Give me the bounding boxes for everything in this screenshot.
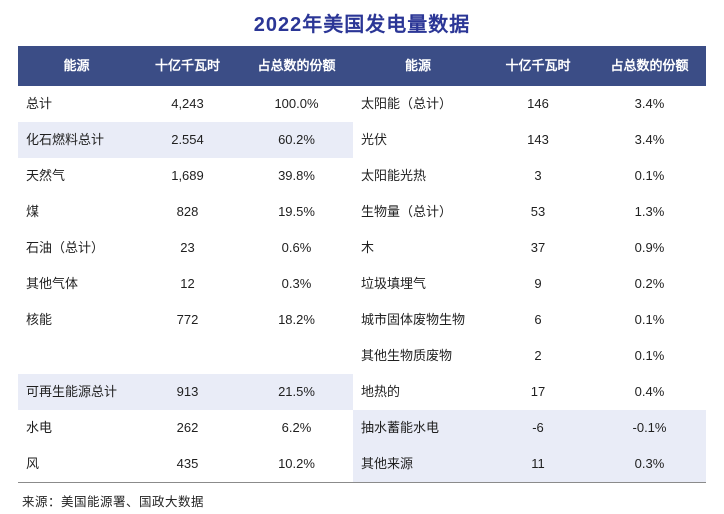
right-billion-kwh-cell: -6 xyxy=(483,410,593,446)
right-billion-kwh-cell: 37 xyxy=(530,240,546,255)
right-share-cell: 0.3% xyxy=(593,446,706,482)
left-share-cell: 60.2% xyxy=(240,122,353,158)
left-billion-kwh-cell: 4,243 xyxy=(171,96,204,111)
column-header-billion-kwh-right: 十亿千瓦时 xyxy=(505,58,571,73)
left-energy-name-cell: 天然气 xyxy=(26,168,66,183)
column-header-share-left: 占总数的份额 xyxy=(257,58,336,73)
left-share-cell: 10.2% xyxy=(278,456,315,471)
left-billion-kwh-cell xyxy=(135,338,240,374)
right-energy-name-cell: 光伏 xyxy=(361,132,388,147)
left-energy-name-cell: 其他气体 xyxy=(26,276,79,291)
right-share-cell: 0.1% xyxy=(634,312,665,327)
right-billion-kwh-cell: 9 xyxy=(534,276,542,291)
right-billion-kwh-cell: 2 xyxy=(534,348,542,363)
right-energy-name-cell: 垃圾填埋气 xyxy=(361,276,427,291)
right-share-cell: 0.9% xyxy=(634,240,665,255)
right-billion-kwh-cell: 53 xyxy=(530,204,546,219)
right-share-cell: 3.4% xyxy=(634,96,665,111)
left-energy-name-cell: 化石燃料总计 xyxy=(18,122,135,158)
generation-data-table: 能源 十亿千瓦时 占总数的份额 能源 十亿千瓦时 占总数的份额 总计 4,243 1… xyxy=(18,46,706,483)
column-header-share-right: 占总数的份额 xyxy=(610,58,689,73)
left-share-cell: 21.5% xyxy=(240,374,353,410)
table-header-row: 能源 十亿千瓦时 占总数的份额 能源 十亿千瓦时 占总数的份额 xyxy=(18,46,706,86)
left-billion-kwh-cell: 828 xyxy=(176,204,199,219)
page-title: 2022年美国发电量数据 xyxy=(253,14,471,36)
right-energy-name-cell: 抽水蓄能水电 xyxy=(353,410,483,446)
right-billion-kwh-cell: 146 xyxy=(527,96,549,111)
right-energy-name-cell: 太阳能光热 xyxy=(361,168,427,183)
left-billion-kwh-cell: 262 xyxy=(176,420,199,435)
right-share-cell: 0.1% xyxy=(634,348,665,363)
right-share-cell: 0.2% xyxy=(634,276,665,291)
left-share-cell: 19.5% xyxy=(278,204,315,219)
left-energy-name-cell xyxy=(18,338,135,374)
left-share-cell: 18.2% xyxy=(278,312,315,327)
left-share-cell xyxy=(240,338,353,374)
table-row: 煤 828 19.5% 生物量（总计） 53 1.3% xyxy=(18,194,706,230)
right-energy-name-cell: 城市固体废物生物 xyxy=(361,312,466,327)
table-row: 化石燃料总计 2.554 60.2% 光伏 143 3.4% xyxy=(18,122,706,158)
table-body: 总计 4,243 100.0% 太阳能（总计） 146 3.4% 化石燃料总计 2.554 60… xyxy=(18,86,706,482)
left-share-cell: 6.2% xyxy=(281,420,312,435)
table-row: 水电 262 6.2% 抽水蓄能水电 -6 -0.1% xyxy=(18,410,706,446)
column-header-energy-right: 能源 xyxy=(404,58,431,73)
right-billion-kwh-cell: 6 xyxy=(534,312,542,327)
right-energy-name-cell: 木 xyxy=(361,240,375,255)
right-energy-name-cell: 其他生物质废物 xyxy=(361,348,453,363)
right-share-cell: 0.4% xyxy=(634,384,665,399)
source-note: 来源：美国能源署、国政大数据 xyxy=(22,495,205,509)
right-energy-name-cell: 其他来源 xyxy=(353,446,483,482)
column-header-energy-left: 能源 xyxy=(63,58,90,73)
right-share-cell: 3.4% xyxy=(634,132,665,147)
right-energy-name-cell: 太阳能（总计） xyxy=(361,96,453,111)
left-billion-kwh-cell: 2.554 xyxy=(135,122,240,158)
left-billion-kwh-cell: 1,689 xyxy=(171,168,204,183)
left-energy-name-cell: 煤 xyxy=(26,204,40,219)
right-energy-name-cell: 地热的 xyxy=(361,384,401,399)
right-share-cell: 0.1% xyxy=(634,168,665,183)
table-row: 石油（总计） 23 0.6% 木 37 0.9% xyxy=(18,230,706,266)
left-energy-name-cell: 风 xyxy=(26,456,40,471)
table-row: 可再生能源总计 913 21.5% 地热的 17 0.4% xyxy=(18,374,706,410)
left-billion-kwh-cell: 913 xyxy=(135,374,240,410)
left-share-cell: 0.3% xyxy=(281,276,312,291)
left-billion-kwh-cell: 23 xyxy=(180,240,195,255)
left-energy-name-cell: 水电 xyxy=(26,420,53,435)
right-share-cell: -0.1% xyxy=(593,410,706,446)
right-billion-kwh-cell: 11 xyxy=(483,446,593,482)
table-row: 总计 4,243 100.0% 太阳能（总计） 146 3.4% xyxy=(18,86,706,122)
table-row: 天然气 1,689 39.8% 太阳能光热 3 0.1% xyxy=(18,158,706,194)
left-energy-name-cell: 核能 xyxy=(26,312,53,327)
right-billion-kwh-cell: 17 xyxy=(530,384,546,399)
left-share-cell: 0.6% xyxy=(281,240,312,255)
table-row: 其他气体 12 0.3% 垃圾填埋气 9 0.2% xyxy=(18,266,706,302)
left-share-cell: 39.8% xyxy=(278,168,315,183)
left-billion-kwh-cell: 772 xyxy=(176,312,199,327)
left-energy-name-cell: 总计 xyxy=(26,96,53,111)
right-billion-kwh-cell: 143 xyxy=(527,132,549,147)
left-share-cell: 100.0% xyxy=(274,96,319,111)
left-billion-kwh-cell: 435 xyxy=(176,456,199,471)
right-share-cell: 1.3% xyxy=(634,204,665,219)
left-billion-kwh-cell: 12 xyxy=(180,276,195,291)
table-row: 其他生物质废物 2 0.1% xyxy=(18,338,706,374)
table-row: 核能 772 18.2% 城市固体废物生物 6 0.1% xyxy=(18,302,706,338)
right-energy-name-cell: 生物量（总计） xyxy=(361,204,453,219)
table-row: 风 435 10.2% 其他来源 11 0.3% xyxy=(18,446,706,482)
right-billion-kwh-cell: 3 xyxy=(534,168,542,183)
left-energy-name-cell: 可再生能源总计 xyxy=(18,374,135,410)
left-energy-name-cell: 石油（总计） xyxy=(26,240,105,255)
column-header-billion-kwh-left: 十亿千瓦时 xyxy=(154,58,220,73)
